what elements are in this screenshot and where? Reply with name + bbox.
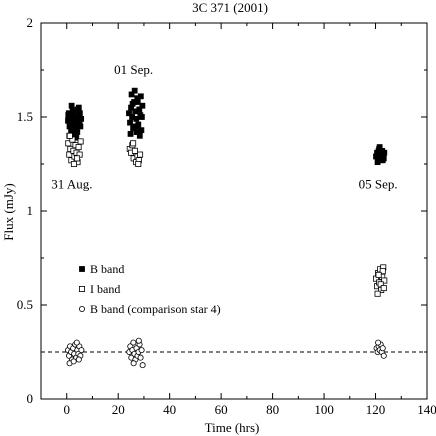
legend-marker (79, 305, 86, 312)
annotation-label: 05 Sep. (359, 176, 398, 191)
legend-label: B band (comparison star 4) (90, 302, 221, 316)
annotations: 01 Sep. 31 Aug. 05 Sep. (51, 62, 397, 192)
data-point (136, 132, 143, 139)
series-2 (65, 337, 387, 369)
data-point (76, 110, 83, 117)
data-point (375, 271, 382, 278)
x-tick-label: 60 (215, 402, 228, 417)
y-axis-label: Flux (mJy) (1, 183, 16, 240)
data-point (126, 110, 132, 117)
data-point (135, 337, 142, 344)
data-point (380, 352, 387, 359)
x-tick-label: 80 (266, 402, 279, 417)
data-point (379, 157, 386, 164)
y-tick-label: 1 (27, 203, 34, 218)
series-1 (65, 132, 388, 297)
data-point (128, 91, 135, 98)
y-tick-label: 0 (27, 391, 34, 406)
data-point (127, 119, 133, 126)
legend-label: I band (90, 282, 120, 296)
data-point (137, 93, 144, 100)
x-tick-label: 40 (163, 402, 176, 417)
data-point (75, 356, 82, 363)
legend-marker (79, 285, 86, 292)
data-point (137, 151, 144, 158)
data-point (139, 102, 146, 109)
plot-frame (40, 22, 428, 400)
x-tick-label: 100 (314, 402, 334, 417)
data-point (70, 160, 77, 167)
data-point (131, 147, 138, 154)
data-point (377, 281, 384, 288)
data-point (379, 345, 386, 352)
x-tick-label: 20 (112, 402, 125, 417)
data-point (133, 115, 140, 122)
data-point (379, 268, 386, 275)
chart-title: 3C 371 (2001) (192, 0, 268, 15)
legend-label: B band (90, 262, 124, 276)
axis-ticks: 0 20 40 60 80 100 120 140 0 0.5 1 1.5 2 (17, 15, 436, 417)
data-point (130, 140, 137, 147)
series-0 (65, 87, 388, 166)
legend: B band I band B band (comparison star 4) (79, 262, 221, 316)
data-point (129, 100, 136, 107)
data-point (66, 132, 73, 139)
data-point (72, 127, 79, 134)
data-point (68, 102, 75, 109)
data-point (374, 159, 381, 166)
y-tick-label: 2 (27, 15, 34, 30)
data-point (78, 347, 85, 354)
data-point (132, 123, 139, 130)
x-tick-label: 140 (417, 402, 436, 417)
y-tick-label: 0.5 (17, 297, 33, 312)
data-point (77, 138, 84, 145)
data-point (381, 277, 388, 284)
data-point (130, 360, 137, 367)
data-point (73, 339, 80, 346)
data-point (137, 354, 144, 361)
data-point (65, 112, 72, 119)
data-point (134, 99, 141, 105)
data-point (77, 123, 84, 130)
data-point (133, 129, 140, 135)
data-point (374, 290, 381, 297)
x-axis-label: Time (hrs) (205, 420, 260, 435)
data-point (127, 131, 134, 137)
data-point (135, 160, 142, 167)
data-point (136, 106, 143, 113)
data-point (138, 114, 145, 120)
data-point (375, 147, 382, 154)
annotation-label: 01 Sep. (114, 62, 153, 77)
data-point (139, 362, 146, 369)
data-point (380, 285, 387, 292)
data-point (75, 144, 82, 151)
annotation-label: 31 Aug. (51, 176, 92, 191)
legend-marker (79, 266, 85, 272)
data-point (375, 339, 382, 346)
x-tick-label: 120 (366, 402, 386, 417)
data-marks (65, 87, 388, 369)
data-point (138, 347, 145, 354)
x-tick-label: 0 (63, 402, 70, 417)
data-point (70, 358, 77, 365)
data-point (131, 87, 138, 94)
data-point (78, 115, 85, 122)
data-point (74, 155, 81, 162)
y-tick-label: 1.5 (17, 109, 33, 124)
data-point (130, 339, 137, 346)
data-point (65, 140, 72, 147)
